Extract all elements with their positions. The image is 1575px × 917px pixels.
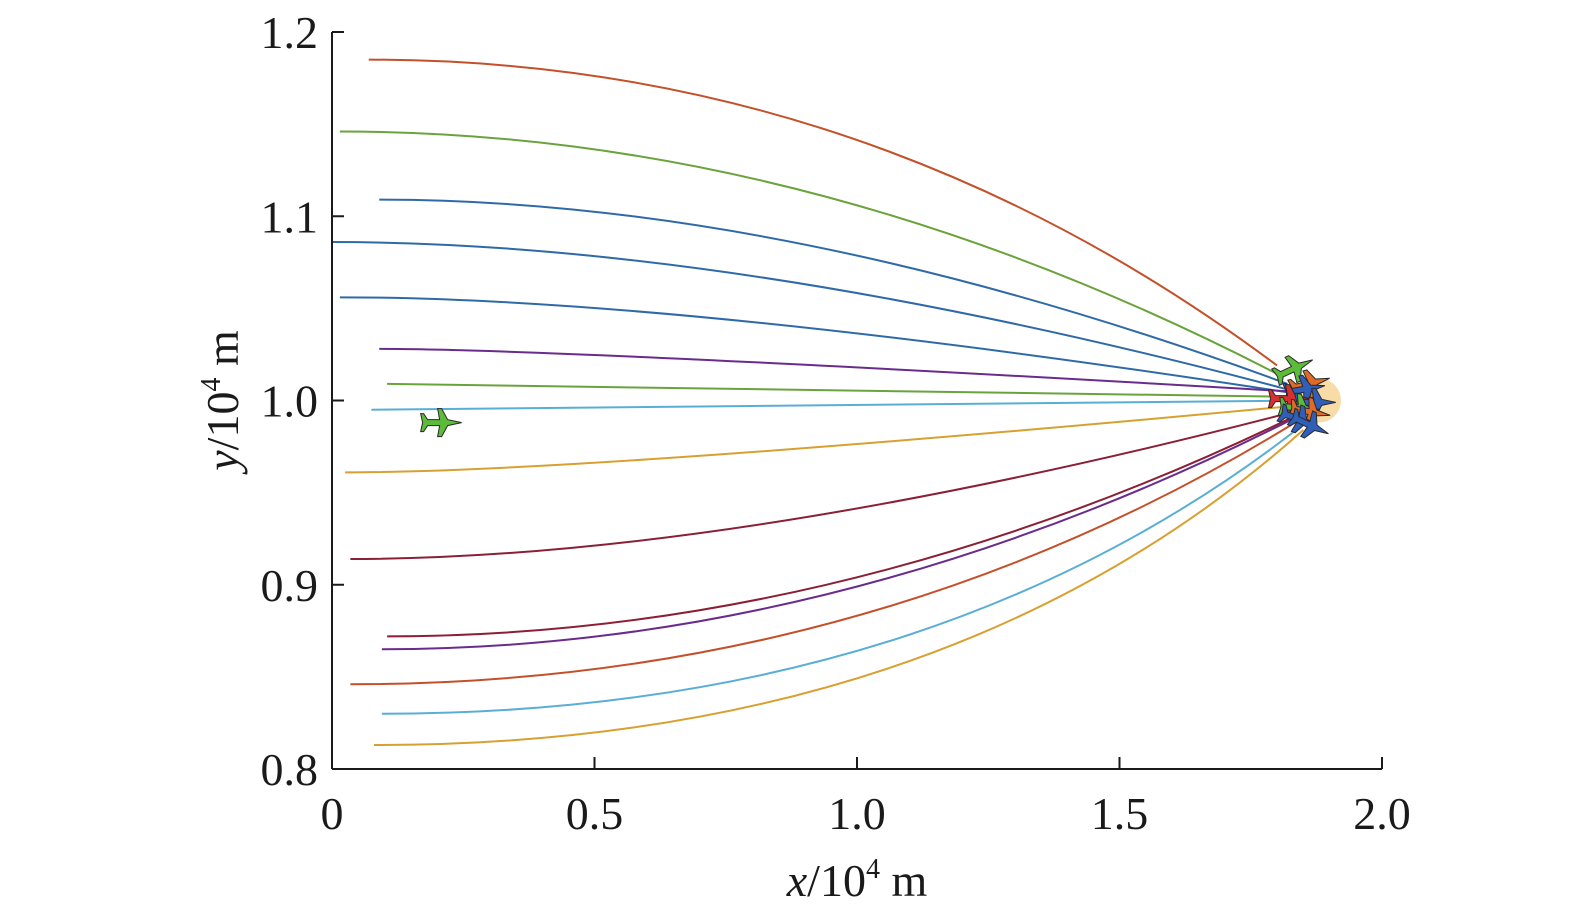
trajectory-line — [387, 416, 1294, 638]
x-axis-text: /10 — [807, 855, 866, 906]
x-axis-exp: 4 — [866, 854, 880, 885]
y-tick-label: 0.9 — [261, 560, 319, 611]
y-tick-label: 1.2 — [261, 7, 319, 58]
trajectory-line — [350, 419, 1299, 686]
trajectory-line — [371, 399, 1309, 411]
trajectory-line — [339, 296, 1293, 395]
trajectory-series — [331, 58, 1309, 747]
y-tick-label: 1.0 — [261, 376, 319, 427]
x-axis-var: x — [786, 855, 808, 906]
x-tick-label: 2.0 — [1353, 788, 1411, 839]
y-tick-label: 0.8 — [261, 744, 319, 795]
trajectory-line — [350, 412, 1288, 560]
y-axis-label: y/104 m — [196, 330, 248, 475]
trajectory-line — [379, 347, 1288, 393]
aircraft-icon — [420, 408, 462, 438]
x-tick-label: 1.5 — [1091, 788, 1149, 839]
trajectory-line — [381, 418, 1294, 651]
aircraft-markers — [420, 355, 1336, 439]
y-axis-exp: 4 — [196, 378, 227, 392]
aircraft-icon — [1286, 407, 1329, 439]
axes: 0 0.5 1.0 1.5 2.0 0.8 0.9 1.0 1.1 1.2 — [261, 7, 1411, 839]
y-axis-unit: m — [197, 330, 248, 378]
trajectory-line — [345, 405, 1293, 474]
trajectory-line — [379, 198, 1288, 385]
trajectory-line — [381, 423, 1304, 715]
plot-area — [331, 58, 1341, 747]
y-axis-text: /10 — [197, 392, 248, 451]
trajectory-line — [368, 58, 1278, 367]
trajectory-line — [387, 382, 1293, 398]
trajectory-line — [339, 130, 1283, 378]
y-tick-label: 1.1 — [261, 191, 319, 242]
aircraft-icon — [1270, 355, 1313, 387]
trajectory-line — [373, 429, 1304, 747]
x-axis-ticks: 0 0.5 1.0 1.5 2.0 — [321, 757, 1411, 839]
x-tick-label: 1.0 — [828, 788, 886, 839]
x-axis-label: x/104 m — [786, 854, 928, 906]
x-tick-label: 0.5 — [566, 788, 624, 839]
x-axis-unit: m — [880, 855, 928, 906]
y-axis-var: y — [197, 450, 248, 475]
trajectory-line — [331, 241, 1288, 391]
y-axis-ticks: 0.8 0.9 1.0 1.1 1.2 — [261, 7, 344, 795]
x-tick-label: 0 — [321, 788, 344, 839]
